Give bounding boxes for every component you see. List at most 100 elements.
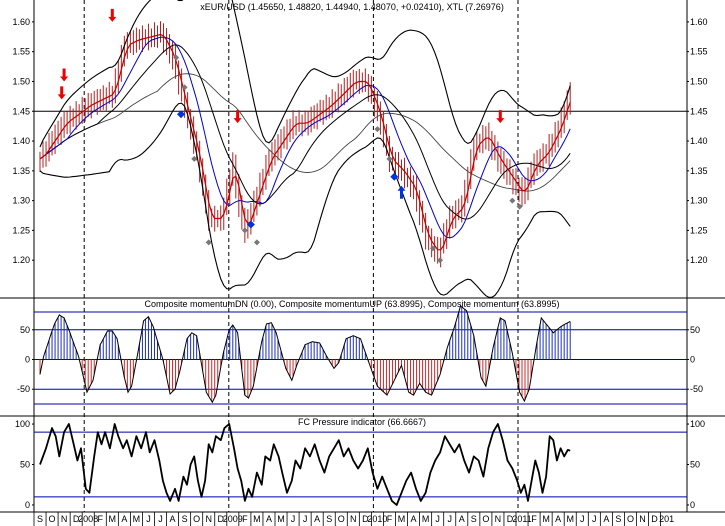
pressure-tick-label: 100 — [690, 419, 705, 429]
x-tick-label: A — [121, 514, 127, 524]
gray-diamond-marker — [181, 84, 188, 91]
x-tick-label: M — [422, 514, 430, 524]
ma-long-line — [39, 73, 571, 192]
x-tick-label: M — [133, 514, 141, 524]
price-tick-label: 1.25 — [690, 225, 708, 235]
blue-diamond-marker — [246, 220, 255, 229]
x-tick-label: D — [507, 514, 514, 524]
blue-diamond-marker — [176, 110, 185, 119]
x-tick-label: N — [61, 514, 68, 524]
x-tick-label: S — [615, 514, 621, 524]
x-tick-label: A — [170, 514, 176, 524]
x-tick-label: A — [411, 514, 417, 524]
x-tick-label: O — [338, 514, 345, 524]
x-tick-label: S — [37, 514, 43, 524]
x-tick-label: O — [49, 514, 56, 524]
down-arrow-icon — [60, 68, 69, 82]
momentum-tick-label: 0 — [25, 355, 30, 365]
gray-diamond-marker — [191, 155, 198, 162]
x-tick-label: A — [555, 514, 561, 524]
upper-band — [39, 0, 571, 148]
up-arrow-icon — [397, 185, 406, 199]
x-tick-label: 201 — [659, 514, 674, 524]
gray-diamond-marker — [241, 227, 248, 234]
price-line — [39, 33, 571, 251]
pressure-panel-title: FC Pressure indicator (66.6667) — [298, 417, 426, 427]
momentum-tick-label: 0 — [690, 355, 695, 365]
x-tick-label: D — [651, 514, 658, 524]
momentum-tick-label: -50 — [690, 384, 703, 394]
ma-mid-line — [39, 44, 571, 220]
x-tick-label: M — [398, 514, 406, 524]
price-tick-label: 1.60 — [12, 17, 30, 27]
pressure-tick-label: 100 — [15, 419, 30, 429]
pressure-tick-label: 50 — [690, 460, 700, 470]
pressure-tick-label: 0 — [690, 500, 695, 510]
x-tick-label: M — [109, 514, 117, 524]
momentum-panel: Composite momentumDN (0.00), Composite m… — [17, 299, 703, 405]
price-tick-label: 1.45 — [690, 106, 708, 116]
x-tick-label: 2011 — [512, 514, 531, 524]
x-tick-label: J — [146, 514, 151, 524]
gray-diamond-marker — [516, 203, 523, 210]
x-tick-label: O — [627, 514, 634, 524]
gray-diamond-marker — [509, 197, 516, 204]
momentum-line — [39, 305, 571, 404]
pressure-tick-label: 0 — [25, 500, 30, 510]
gray-diamond-marker — [386, 155, 393, 162]
x-tick-label: F — [242, 514, 248, 524]
ma-short-line — [39, 36, 571, 239]
price-tick-label: 1.50 — [12, 76, 30, 86]
price-panel: xEUR/USD (1.45650, 1.48820, 1.44940, 1.4… — [12, 0, 708, 298]
pressure-tick-label: 50 — [20, 460, 30, 470]
price-tick-label: 1.60 — [690, 17, 708, 27]
x-tick-label: 2010 — [367, 514, 387, 524]
price-tick-label: 1.55 — [12, 47, 30, 57]
x-tick-label: J — [592, 514, 597, 524]
x-tick-label: A — [459, 514, 465, 524]
x-tick-label: J — [580, 514, 585, 524]
x-tick-label: F — [531, 514, 537, 524]
x-tick-label: 2009 — [223, 514, 243, 524]
x-tick-label: J — [303, 514, 308, 524]
x-tick-label: M — [253, 514, 261, 524]
x-tick-label: D — [362, 514, 369, 524]
x-tick-label: N — [205, 514, 212, 524]
momentum-tick-label: -50 — [17, 384, 30, 394]
gray-diamond-marker — [429, 245, 436, 252]
gray-diamond-marker — [173, 54, 180, 61]
price-tick-label: 1.45 — [12, 106, 30, 116]
price-panel-title: xEUR/USD (1.45650, 1.48820, 1.44940, 1.4… — [200, 2, 504, 12]
price-tick-label: 1.30 — [690, 196, 708, 206]
price-tick-label: 1.20 — [690, 255, 708, 265]
down-arrow-icon — [108, 8, 117, 22]
frame-layer — [0, 0, 725, 513]
x-tick-label: D — [73, 514, 80, 524]
x-tick-label: N — [350, 514, 357, 524]
x-tick-label: M — [566, 514, 574, 524]
x-tick-label: N — [495, 514, 502, 524]
momentum-panel-title: Composite momentumDN (0.00), Composite m… — [144, 299, 559, 309]
price-tick-label: 1.35 — [12, 166, 30, 176]
price-tick-label: 1.35 — [690, 166, 708, 176]
momentum-tick-label: 50 — [690, 325, 700, 335]
x-tick-label: M — [277, 514, 285, 524]
blue-diamond-marker — [390, 172, 399, 181]
x-tick-label: J — [291, 514, 296, 524]
gray-diamond-marker — [437, 257, 444, 264]
x-tick-label: A — [603, 514, 609, 524]
gray-diamond-marker — [374, 126, 381, 133]
x-tick-label: A — [314, 514, 320, 524]
price-tick-label: 1.55 — [690, 47, 708, 57]
x-tick-label: N — [639, 514, 646, 524]
lower-band — [39, 102, 571, 298]
price-tick-label: 1.40 — [690, 136, 708, 146]
down-arrow-icon — [57, 86, 66, 100]
price-tick-label: 1.25 — [12, 225, 30, 235]
gray-diamond-marker — [205, 239, 212, 246]
x-tick-label: 2008 — [78, 514, 98, 524]
gray-diamond-marker — [253, 239, 260, 246]
down-arrow-icon — [233, 110, 242, 124]
x-tick-label: A — [266, 514, 272, 524]
